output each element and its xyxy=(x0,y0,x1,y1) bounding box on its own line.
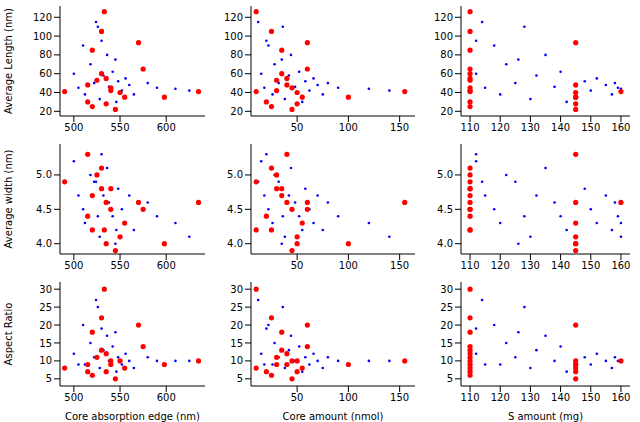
svg-text:140: 140 xyxy=(551,122,570,133)
svg-text:100: 100 xyxy=(33,31,52,42)
svg-text:600: 600 xyxy=(157,392,176,403)
svg-text:110: 110 xyxy=(461,122,480,133)
svg-text:150: 150 xyxy=(581,260,600,271)
svg-text:4.0: 4.0 xyxy=(437,238,453,249)
svg-text:110: 110 xyxy=(461,260,480,271)
svg-text:60: 60 xyxy=(39,68,52,79)
svg-text:30: 30 xyxy=(440,284,453,295)
svg-text:550: 550 xyxy=(110,392,129,403)
svg-text:15: 15 xyxy=(440,338,453,349)
svg-text:40: 40 xyxy=(440,87,453,98)
svg-text:160: 160 xyxy=(611,392,630,403)
svg-text:25: 25 xyxy=(39,302,52,313)
svg-text:20: 20 xyxy=(440,106,453,117)
svg-text:100: 100 xyxy=(339,122,358,133)
svg-text:4.0: 4.0 xyxy=(36,238,52,249)
svg-text:20: 20 xyxy=(39,320,52,331)
svg-text:140: 140 xyxy=(551,260,570,271)
svg-text:130: 130 xyxy=(521,392,540,403)
svg-text:40: 40 xyxy=(230,87,243,98)
svg-text:80: 80 xyxy=(39,49,52,60)
svg-text:20: 20 xyxy=(230,320,243,331)
svg-text:500: 500 xyxy=(64,392,83,403)
svg-text:Average Length (nm): Average Length (nm) xyxy=(8,8,14,114)
svg-text:140: 140 xyxy=(551,392,570,403)
svg-text:150: 150 xyxy=(390,392,409,403)
svg-text:20: 20 xyxy=(39,106,52,117)
svg-text:120: 120 xyxy=(33,12,52,23)
svg-text:20: 20 xyxy=(230,106,243,117)
svg-text:160: 160 xyxy=(611,260,630,271)
svg-text:25: 25 xyxy=(230,302,243,313)
svg-text:120: 120 xyxy=(491,260,510,271)
svg-text:50: 50 xyxy=(291,122,304,133)
svg-text:550: 550 xyxy=(110,260,129,271)
svg-text:500: 500 xyxy=(64,260,83,271)
svg-text:600: 600 xyxy=(157,260,176,271)
svg-text:100: 100 xyxy=(434,31,453,42)
svg-text:15: 15 xyxy=(230,338,243,349)
svg-text:120: 120 xyxy=(491,392,510,403)
svg-text:150: 150 xyxy=(581,122,600,133)
svg-text:50: 50 xyxy=(291,260,304,271)
svg-text:25: 25 xyxy=(440,302,453,313)
svg-text:5.0: 5.0 xyxy=(437,169,453,180)
svg-text:80: 80 xyxy=(230,49,243,60)
svg-text:130: 130 xyxy=(521,122,540,133)
svg-text:30: 30 xyxy=(230,284,243,295)
svg-text:10: 10 xyxy=(230,355,243,366)
svg-text:20: 20 xyxy=(440,320,453,331)
svg-text:150: 150 xyxy=(581,392,600,403)
svg-text:4.5: 4.5 xyxy=(36,204,52,215)
svg-text:Core amount (nmol): Core amount (nmol) xyxy=(283,411,384,422)
svg-text:100: 100 xyxy=(339,392,358,403)
svg-text:5: 5 xyxy=(46,373,52,384)
svg-text:50: 50 xyxy=(291,392,304,403)
svg-text:5.0: 5.0 xyxy=(227,169,243,180)
svg-text:Aspect Ratio: Aspect Ratio xyxy=(8,303,14,366)
svg-text:10: 10 xyxy=(39,355,52,366)
svg-text:120: 120 xyxy=(434,12,453,23)
svg-text:Core absorption edge (nm): Core absorption edge (nm) xyxy=(65,411,200,422)
svg-text:120: 120 xyxy=(224,12,243,23)
svg-text:60: 60 xyxy=(230,68,243,79)
svg-text:5.0: 5.0 xyxy=(36,169,52,180)
svg-text:15: 15 xyxy=(39,338,52,349)
svg-text:4.5: 4.5 xyxy=(437,204,453,215)
svg-text:5: 5 xyxy=(447,373,453,384)
svg-text:160: 160 xyxy=(611,122,630,133)
svg-text:60: 60 xyxy=(440,68,453,79)
svg-text:100: 100 xyxy=(339,260,358,271)
svg-text:100: 100 xyxy=(224,31,243,42)
svg-text:40: 40 xyxy=(39,87,52,98)
svg-text:4.5: 4.5 xyxy=(227,204,243,215)
svg-text:10: 10 xyxy=(440,355,453,366)
svg-text:500: 500 xyxy=(64,122,83,133)
svg-text:5: 5 xyxy=(237,373,243,384)
svg-text:150: 150 xyxy=(390,260,409,271)
svg-text:550: 550 xyxy=(110,122,129,133)
svg-text:Average width (nm): Average width (nm) xyxy=(8,149,14,248)
svg-text:4.0: 4.0 xyxy=(227,238,243,249)
svg-text:80: 80 xyxy=(440,49,453,60)
svg-text:110: 110 xyxy=(461,392,480,403)
svg-text:120: 120 xyxy=(491,122,510,133)
svg-text:S amount (mg): S amount (mg) xyxy=(508,411,583,422)
svg-text:30: 30 xyxy=(39,284,52,295)
svg-text:600: 600 xyxy=(157,122,176,133)
svg-text:150: 150 xyxy=(390,122,409,133)
svg-text:130: 130 xyxy=(521,260,540,271)
